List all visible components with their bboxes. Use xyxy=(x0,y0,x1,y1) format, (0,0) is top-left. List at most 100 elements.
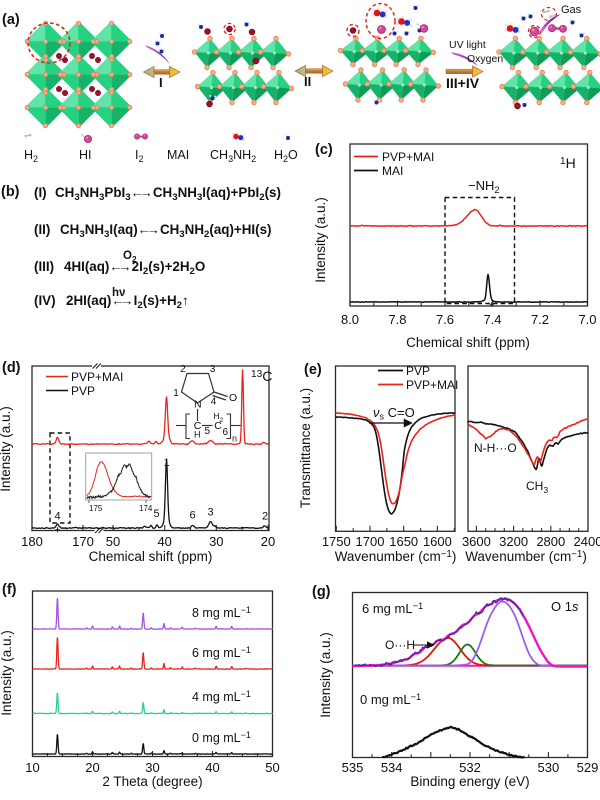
svg-text:Oxygen: Oxygen xyxy=(467,53,503,65)
svg-text:2400: 2400 xyxy=(574,534,600,549)
svg-text:3: 3 xyxy=(207,507,213,519)
svg-text:2800: 2800 xyxy=(536,534,565,549)
svg-text:6: 6 xyxy=(223,427,229,438)
svg-text:III+IV: III+IV xyxy=(446,75,480,91)
svg-text:7.8: 7.8 xyxy=(388,312,406,327)
svg-text:(II): (II) xyxy=(34,222,50,237)
svg-text:C: C xyxy=(194,420,202,432)
svg-text:CH3: CH3 xyxy=(526,479,548,495)
svg-text:535: 535 xyxy=(342,760,364,775)
svg-text:6: 6 xyxy=(189,510,195,522)
svg-text:II: II xyxy=(304,74,311,89)
svg-text:10: 10 xyxy=(25,760,39,775)
svg-text:1700: 1700 xyxy=(356,534,385,549)
svg-text:40: 40 xyxy=(205,760,219,775)
svg-text:Intensity (a.u.): Intensity (a.u.) xyxy=(0,406,13,492)
svg-text:νs C=O: νs C=O xyxy=(373,405,415,422)
svg-text:I2: I2 xyxy=(135,148,144,164)
svg-text:Chemical shift (ppm): Chemical shift (ppm) xyxy=(406,335,530,350)
svg-text:1750: 1750 xyxy=(322,534,351,549)
svg-text:5: 5 xyxy=(205,426,211,437)
svg-text:n: n xyxy=(232,434,237,444)
svg-text:(b): (b) xyxy=(1,184,20,200)
svg-text:1: 1 xyxy=(173,388,179,399)
svg-text:−NH2: −NH2 xyxy=(468,178,500,195)
svg-text:(IV): (IV) xyxy=(34,293,56,308)
svg-text:0 mg mL−1: 0 mg mL−1 xyxy=(192,730,251,745)
svg-text:(a): (a) xyxy=(2,12,20,28)
svg-text:3: 3 xyxy=(210,364,216,375)
svg-text:20: 20 xyxy=(261,534,275,549)
svg-text:N-H···O: N-H···O xyxy=(474,441,517,455)
svg-text:8.0: 8.0 xyxy=(341,312,359,327)
svg-text:+: + xyxy=(55,526,61,537)
svg-text:PVP: PVP xyxy=(406,364,430,378)
svg-text:529: 529 xyxy=(577,760,599,775)
svg-text:N: N xyxy=(194,399,202,411)
svg-text:MAI: MAI xyxy=(167,148,189,162)
svg-text:O2: O2 xyxy=(123,250,137,264)
svg-text:+: + xyxy=(489,300,495,311)
svg-text:174: 174 xyxy=(139,504,153,513)
svg-text:Binding energy (eV): Binding energy (eV) xyxy=(410,774,529,789)
svg-text:H2: H2 xyxy=(214,411,224,424)
svg-text:3600: 3600 xyxy=(462,534,491,549)
svg-text:(c): (c) xyxy=(315,142,333,158)
svg-text:530: 530 xyxy=(537,760,559,775)
svg-text:30: 30 xyxy=(209,534,223,549)
svg-text:2 Theta (degree): 2 Theta (degree) xyxy=(102,774,202,789)
svg-text:MAI: MAI xyxy=(382,164,403,178)
svg-text:7.0: 7.0 xyxy=(578,312,596,327)
svg-text:(f): (f) xyxy=(2,582,17,598)
svg-text:Intensity (a.u.): Intensity (a.u.) xyxy=(318,632,333,718)
svg-text:50: 50 xyxy=(265,760,279,775)
svg-text:(g): (g) xyxy=(312,584,331,600)
svg-text:1650: 1650 xyxy=(389,534,418,549)
svg-text:hν: hν xyxy=(112,287,125,299)
svg-text:2HI(aq)←→I2(s)+H2↑: 2HI(aq)←→I2(s)+H2↑ xyxy=(66,293,189,311)
svg-text:6 mg mL−1: 6 mg mL−1 xyxy=(362,601,423,616)
svg-text:50: 50 xyxy=(106,534,120,549)
svg-text:1H: 1H xyxy=(560,155,576,171)
svg-text:175: 175 xyxy=(89,504,103,513)
svg-text:3200: 3200 xyxy=(499,534,528,549)
svg-text:Gas: Gas xyxy=(561,4,582,16)
svg-text:8 mg mL−1: 8 mg mL−1 xyxy=(192,605,251,620)
svg-text:PVP+MAI: PVP+MAI xyxy=(71,370,123,384)
svg-text:4: 4 xyxy=(211,397,217,408)
svg-text:O···H: O···H xyxy=(385,638,415,652)
svg-text:4HI(aq)←→2I2(s)+2H2O: 4HI(aq)←→2I2(s)+2H2O xyxy=(64,259,205,277)
svg-text:PVP: PVP xyxy=(71,384,95,398)
svg-text:532: 532 xyxy=(459,760,481,775)
svg-text:PVP+MAI: PVP+MAI xyxy=(406,378,458,392)
svg-text:O 1s: O 1s xyxy=(551,599,579,614)
svg-text:7.6: 7.6 xyxy=(436,312,454,327)
svg-text:13C: 13C xyxy=(251,368,272,384)
svg-text:1600: 1600 xyxy=(423,534,452,549)
svg-text:4 mg mL−1: 4 mg mL−1 xyxy=(192,689,251,704)
svg-text:20: 20 xyxy=(85,760,99,775)
svg-text:C: C xyxy=(214,420,222,432)
svg-text:6 mg mL−1: 6 mg mL−1 xyxy=(192,645,251,660)
svg-text:UV light: UV light xyxy=(449,39,486,51)
svg-text:Wavenumber (cm−1): Wavenumber (cm−1) xyxy=(335,549,457,564)
svg-text:534: 534 xyxy=(381,760,403,775)
svg-text:170: 170 xyxy=(72,534,94,549)
svg-text:180: 180 xyxy=(21,534,43,549)
svg-text:CH3NH3PbI3←→CH3NH3I(aq)+PbI2(s: CH3NH3PbI3←→CH3NH3I(aq)+PbI2(s) xyxy=(55,185,281,203)
svg-text:(III): (III) xyxy=(34,259,54,274)
svg-text:Intensity (a.u.): Intensity (a.u.) xyxy=(0,630,14,716)
svg-text:(I): (I) xyxy=(34,185,47,200)
svg-text:H: H xyxy=(194,430,201,440)
svg-text:2: 2 xyxy=(262,511,268,523)
svg-text:40: 40 xyxy=(157,534,171,549)
svg-text:30: 30 xyxy=(145,760,159,775)
svg-text:PVP+MAI: PVP+MAI xyxy=(382,150,434,164)
svg-text:CH3NH2: CH3NH2 xyxy=(210,148,256,164)
svg-text:(e): (e) xyxy=(304,362,322,378)
svg-text:O: O xyxy=(229,392,237,404)
svg-text:(d): (d) xyxy=(2,360,21,376)
svg-text:Chemical shift (ppm): Chemical shift (ppm) xyxy=(89,549,213,564)
svg-text:1: 1 xyxy=(163,457,169,469)
svg-text:Wavenumber (cm−1): Wavenumber (cm−1) xyxy=(465,549,587,564)
